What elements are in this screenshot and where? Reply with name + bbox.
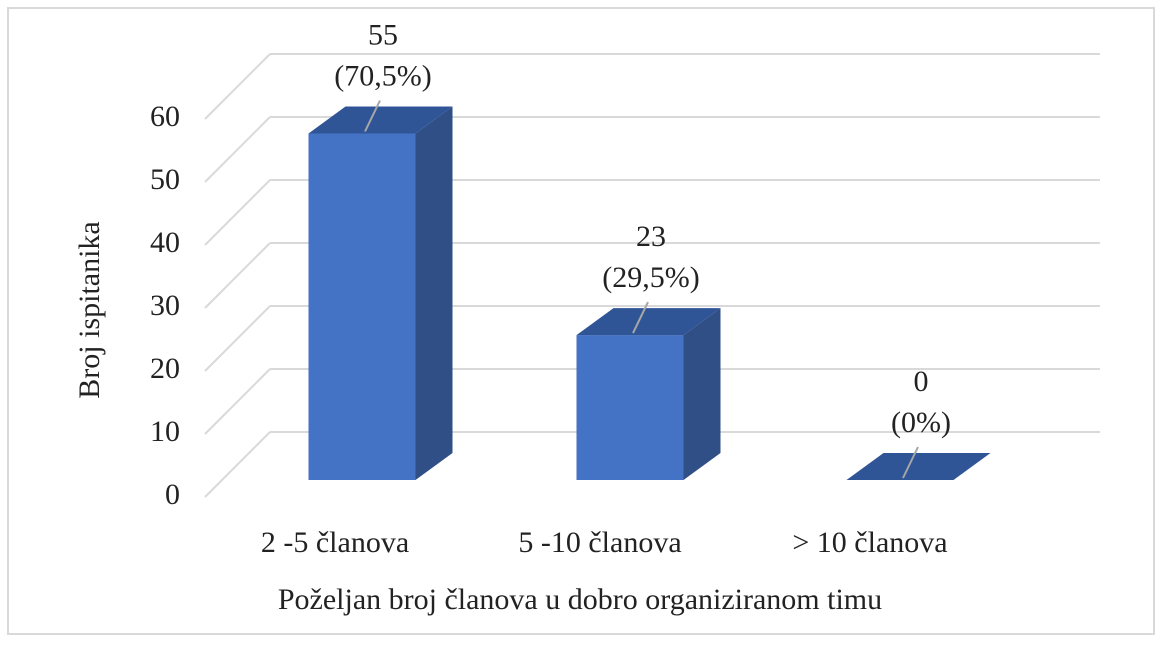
bar-top xyxy=(576,308,721,336)
y-tick-label: 50 xyxy=(150,163,180,196)
grid-line xyxy=(204,305,271,372)
y-tick-label: 40 xyxy=(150,226,180,259)
grid-line xyxy=(204,368,271,435)
y-axis-title: Broj ispitanika xyxy=(73,221,106,398)
leader-line xyxy=(364,100,381,132)
x-axis-title: Poželjan broj članova u dobro organizira… xyxy=(278,583,882,616)
percent-label: (70,5%) xyxy=(334,59,431,92)
y-tick-label: 60 xyxy=(150,100,180,133)
bar xyxy=(576,335,684,480)
grid-line xyxy=(204,179,271,246)
percent-label: (0%) xyxy=(891,406,951,439)
grid-line xyxy=(204,242,271,309)
bar-side xyxy=(683,308,721,480)
leader-line xyxy=(632,301,649,334)
x-tick-label: > 10 članova xyxy=(792,526,947,559)
value-label: 55 xyxy=(368,18,398,51)
percent-label: (29,5%) xyxy=(602,261,699,294)
chart-frame xyxy=(7,7,1155,635)
grid-line xyxy=(204,431,271,498)
y-tick-label: 10 xyxy=(150,415,180,448)
leader-line xyxy=(902,446,919,479)
grid-line xyxy=(204,53,271,120)
value-label: 0 xyxy=(914,365,929,398)
y-tick-label: 0 xyxy=(165,478,180,511)
value-label: 23 xyxy=(636,220,666,253)
y-tick-label: 20 xyxy=(150,352,180,385)
bar xyxy=(308,133,416,480)
x-tick-label: 5 -10 članova xyxy=(518,526,681,559)
bar-top xyxy=(846,453,991,480)
x-tick-label: 2 -5 članova xyxy=(261,526,409,559)
bar-top xyxy=(308,106,453,134)
grid-line xyxy=(204,116,271,183)
y-tick-label: 30 xyxy=(150,289,180,322)
bar-side xyxy=(415,106,453,480)
